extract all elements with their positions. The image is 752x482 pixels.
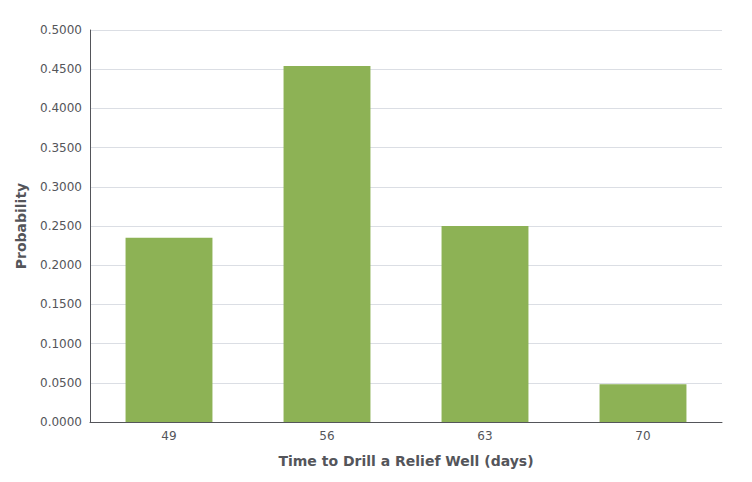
svg-text:49: 49 xyxy=(161,429,176,443)
svg-text:0.1000: 0.1000 xyxy=(40,337,82,351)
svg-text:63: 63 xyxy=(477,429,492,443)
svg-text:0.5000: 0.5000 xyxy=(40,23,82,37)
svg-text:70: 70 xyxy=(635,429,650,443)
svg-text:0.2500: 0.2500 xyxy=(40,219,82,233)
svg-text:Time to Drill a Relief Well (d: Time to Drill a Relief Well (days) xyxy=(278,453,533,469)
svg-text:0.4500: 0.4500 xyxy=(40,62,82,76)
svg-text:0.1500: 0.1500 xyxy=(40,297,82,311)
svg-text:56: 56 xyxy=(319,429,334,443)
svg-text:0.2000: 0.2000 xyxy=(40,258,82,272)
svg-text:0.3000: 0.3000 xyxy=(40,180,82,194)
svg-text:0.3500: 0.3500 xyxy=(40,141,82,155)
svg-text:0.0500: 0.0500 xyxy=(40,376,82,390)
svg-text:0.0000: 0.0000 xyxy=(40,415,82,429)
svg-text:0.4000: 0.4000 xyxy=(40,101,82,115)
svg-text:Probability: Probability xyxy=(13,183,29,270)
